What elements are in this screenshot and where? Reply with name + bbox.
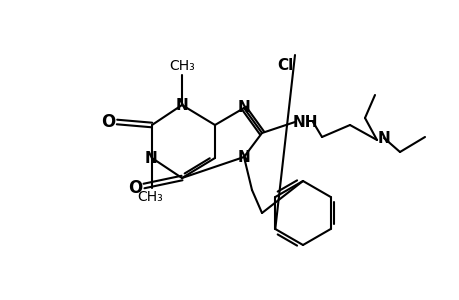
Text: N: N [144,151,157,166]
Text: N: N [237,100,250,115]
Text: O: O [101,113,115,131]
Text: CH₃: CH₃ [169,59,195,73]
Text: N: N [175,98,188,112]
Text: NH: NH [291,115,317,130]
Text: Cl: Cl [276,58,292,73]
Text: O: O [128,179,142,197]
Text: N: N [237,149,250,164]
Text: N: N [377,130,390,146]
Text: CH₃: CH₃ [137,190,162,204]
